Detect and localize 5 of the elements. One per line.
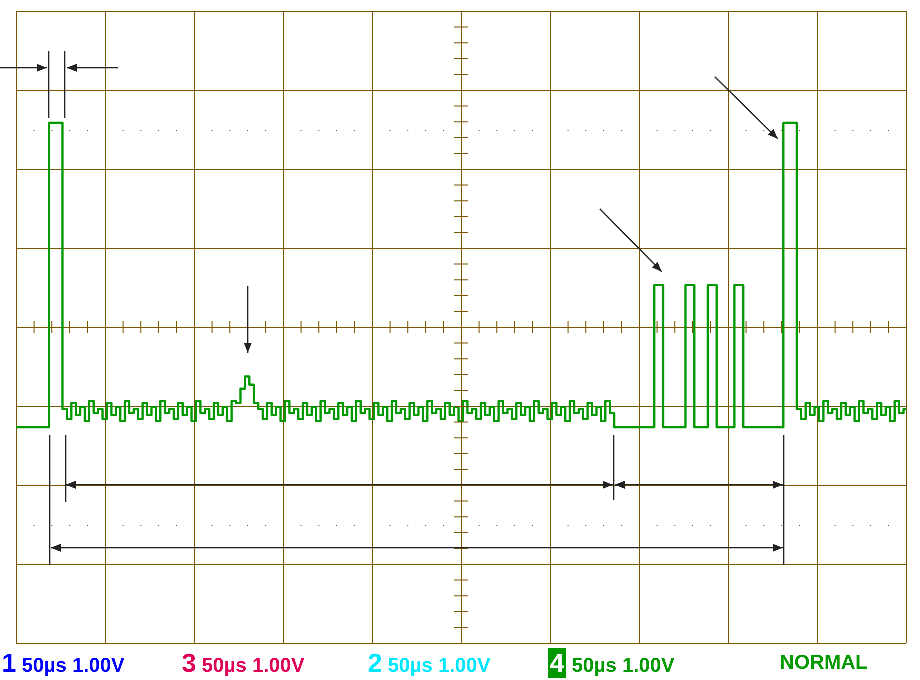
text: 3 50µs 1.00V xyxy=(182,648,305,678)
text: 4 50µs 1.00V xyxy=(549,648,675,678)
text: NORMAL xyxy=(780,652,868,674)
text: 2 50µs 1.00V xyxy=(368,648,491,678)
text: 1 50µs 1.00V xyxy=(2,648,125,678)
